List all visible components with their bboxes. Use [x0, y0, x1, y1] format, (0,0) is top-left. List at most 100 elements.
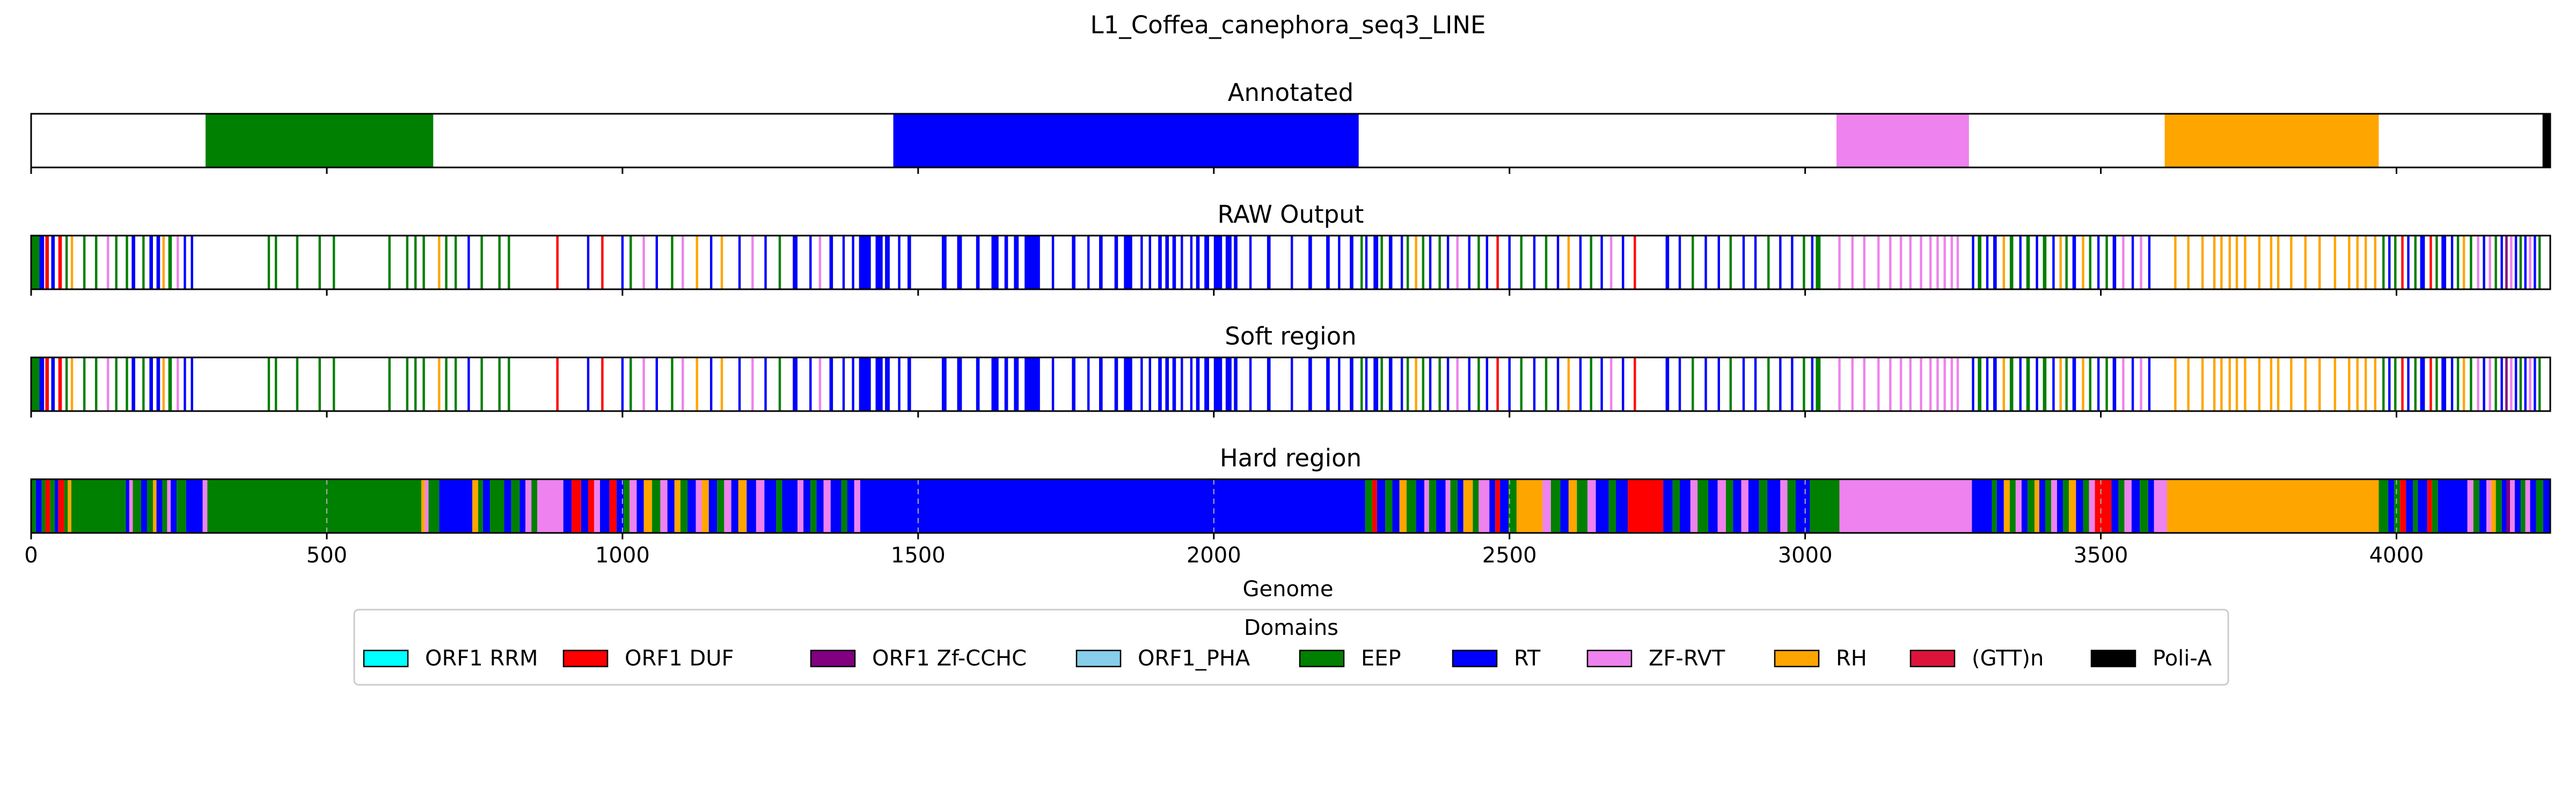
domain-segment: [2164, 114, 2379, 167]
domain-segment: [2501, 479, 2507, 533]
domain-segment: [1388, 236, 1393, 289]
domain-segment: [652, 479, 661, 533]
domain-segment: [2026, 357, 2030, 411]
domain-segment: [1978, 236, 1981, 289]
domain-segment: [1556, 357, 1560, 411]
domain-segment: [1477, 236, 1480, 289]
domain-segment: [2365, 357, 2367, 411]
domain-segment: [332, 236, 335, 289]
domain-segment: [1754, 357, 1757, 411]
legend-label: Poli-A: [2153, 646, 2212, 671]
domain-segment: [776, 479, 782, 533]
domain-segment: [2083, 479, 2089, 533]
domain-segment: [1496, 357, 1499, 411]
legend-entry: ORF1_PHA: [1075, 646, 1250, 671]
domain-segment: [2489, 357, 2491, 411]
domain-segment: [643, 479, 652, 533]
domain-segment: [186, 479, 203, 533]
domain-segment: [1577, 479, 1588, 533]
domain-segment: [2477, 357, 2479, 411]
domain-segment: [709, 236, 713, 289]
domain-segment: [2388, 357, 2391, 411]
domain-segment: [2148, 236, 2151, 289]
panel-title: Soft region: [1225, 322, 1356, 350]
domain-segment: [1950, 236, 1953, 289]
domain-segment: [587, 357, 590, 411]
domain-segment: [1628, 479, 1664, 533]
x-tick-label: 3000: [1778, 543, 1833, 568]
domain-segment: [2394, 479, 2401, 533]
legend-entry: ORF1 Zf-CCHC: [810, 646, 1027, 671]
domain-segment: [2290, 357, 2293, 411]
domain-segment: [1816, 357, 1821, 411]
domain-segment: [2467, 479, 2473, 533]
domain-segment: [1767, 236, 1770, 289]
domain-segment: [438, 357, 441, 411]
x-tick-label: 2500: [1482, 543, 1537, 568]
domain-segment: [1568, 479, 1577, 533]
domain-segment: [1446, 236, 1450, 289]
domain-segment: [1600, 357, 1603, 411]
domain-segment: [2111, 479, 2119, 533]
domain-segment: [2529, 236, 2531, 289]
legend-label: EEP: [1361, 646, 1401, 671]
domain-segment: [1590, 357, 1592, 411]
domain-segment: [1936, 357, 1939, 411]
panels: Annotated RAW Output Soft region Hard regio…: [24, 78, 2551, 568]
domain-segment: [1004, 357, 1008, 411]
domain-segment: [1196, 236, 1200, 289]
domain-segment: [425, 479, 429, 533]
domain-segment: [1014, 357, 1019, 411]
domain-segment: [58, 479, 64, 533]
domain-segment: [107, 357, 109, 411]
domain-segment: [2065, 357, 2068, 411]
domain-segment: [1542, 479, 1551, 533]
domain-segment: [2524, 357, 2527, 411]
domain-segment: [2500, 357, 2503, 411]
domain-segment: [1479, 479, 1490, 533]
domain-segment: [1051, 357, 1055, 411]
domain-segment: [1463, 479, 1473, 533]
domain-segment: [2429, 357, 2432, 411]
domain-segment: [1456, 357, 1459, 411]
domain-segment: [1424, 479, 1429, 533]
domain-segment: [2187, 357, 2190, 411]
domain-segment: [2510, 479, 2515, 533]
domain-segment: [537, 479, 564, 533]
domain-segment: [1087, 357, 1090, 411]
domain-segment: [1704, 236, 1707, 289]
domain-segment: [1456, 236, 1459, 289]
domain-segment: [2059, 357, 2062, 411]
domain-segment: [2220, 357, 2223, 411]
domain-segment: [1385, 479, 1393, 533]
domain-segment: [519, 479, 526, 533]
domain-segment: [149, 357, 153, 411]
domain-segment: [511, 479, 520, 533]
domain-segment: [129, 479, 133, 533]
domain-segment: [2148, 357, 2151, 411]
domain-segment: [1816, 236, 1821, 289]
domain-segment: [875, 236, 883, 289]
panel-frame: [30, 113, 2551, 169]
domain-segment: [2514, 479, 2521, 533]
domain-segment: [2021, 479, 2028, 533]
legend-swatch: [363, 649, 409, 668]
domain-segment: [162, 357, 165, 411]
domain-segment: [764, 479, 777, 533]
domain-segment: [1500, 479, 1509, 533]
domain-segment: [428, 479, 440, 533]
domain-segment: [687, 479, 696, 533]
domain-segment: [2036, 357, 2038, 411]
x-axis-label: Genome: [1242, 577, 1333, 602]
domain-segment: [156, 357, 160, 411]
domain-segment: [2494, 357, 2497, 411]
domain-segment: [2059, 236, 2062, 289]
domain-segment: [1550, 479, 1561, 533]
domain-segment: [2131, 357, 2134, 411]
domain-segment: [1213, 357, 1223, 411]
domain-segment: [2462, 236, 2465, 289]
domain-segment: [177, 479, 186, 533]
domain-segment: [2435, 357, 2438, 411]
domain-segment: [1436, 479, 1446, 533]
domain-segment: [1380, 236, 1383, 289]
